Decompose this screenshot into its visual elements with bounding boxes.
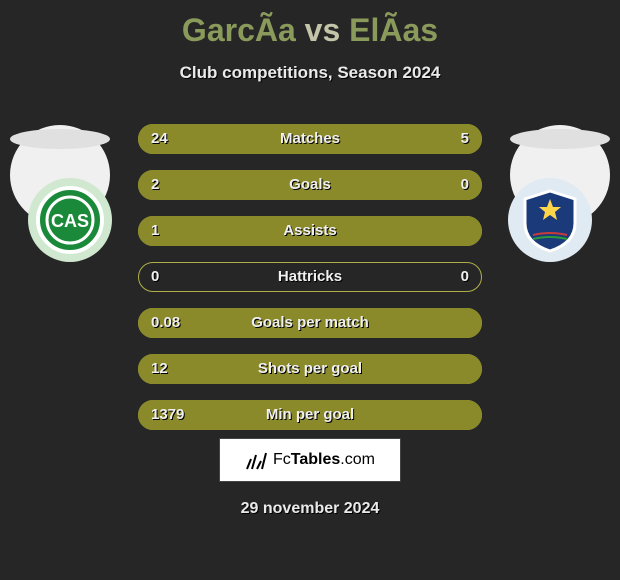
player-right-name: ElÃas	[349, 12, 438, 48]
stat-label: Hattricks	[139, 268, 481, 285]
stat-row: 12Shots per goal	[138, 354, 482, 384]
brand-text: FcTables.com	[273, 451, 375, 469]
stat-label: Shots per goal	[139, 360, 481, 377]
stat-row: 1379Min per goal	[138, 400, 482, 430]
stat-row: 0.08Goals per match	[138, 308, 482, 338]
svg-text:CAS: CAS	[51, 211, 89, 231]
date-label: 29 november 2024	[0, 500, 620, 518]
brand-badge: FcTables.com	[219, 438, 401, 482]
club-right-badge	[508, 178, 592, 262]
shield-icon	[515, 185, 585, 255]
vs-label: vs	[305, 12, 341, 48]
stat-label: Min per goal	[139, 406, 481, 423]
stat-label: Goals per match	[139, 314, 481, 331]
player-left-name: GarcÃa	[182, 12, 296, 48]
subtitle: Club competitions, Season 2024	[0, 63, 620, 83]
stat-row: 245Matches	[138, 124, 482, 154]
club-left-badge: CAS	[28, 178, 112, 262]
stat-row: 1Assists	[138, 216, 482, 246]
stat-row: 20Goals	[138, 170, 482, 200]
stat-label: Matches	[139, 130, 481, 147]
stat-label: Assists	[139, 222, 481, 239]
shield-icon: CAS	[35, 185, 105, 255]
bars-icon	[245, 449, 267, 471]
stat-label: Goals	[139, 176, 481, 193]
comparison-title: GarcÃa vs ElÃas	[0, 0, 620, 49]
comparison-card: GarcÃa vs ElÃas Club competitions, Seaso…	[0, 0, 620, 580]
stat-row: 00Hattricks	[138, 262, 482, 292]
stats-list: 245Matches 20Goals 1Assists 00Hattricks 0.08…	[138, 124, 482, 446]
